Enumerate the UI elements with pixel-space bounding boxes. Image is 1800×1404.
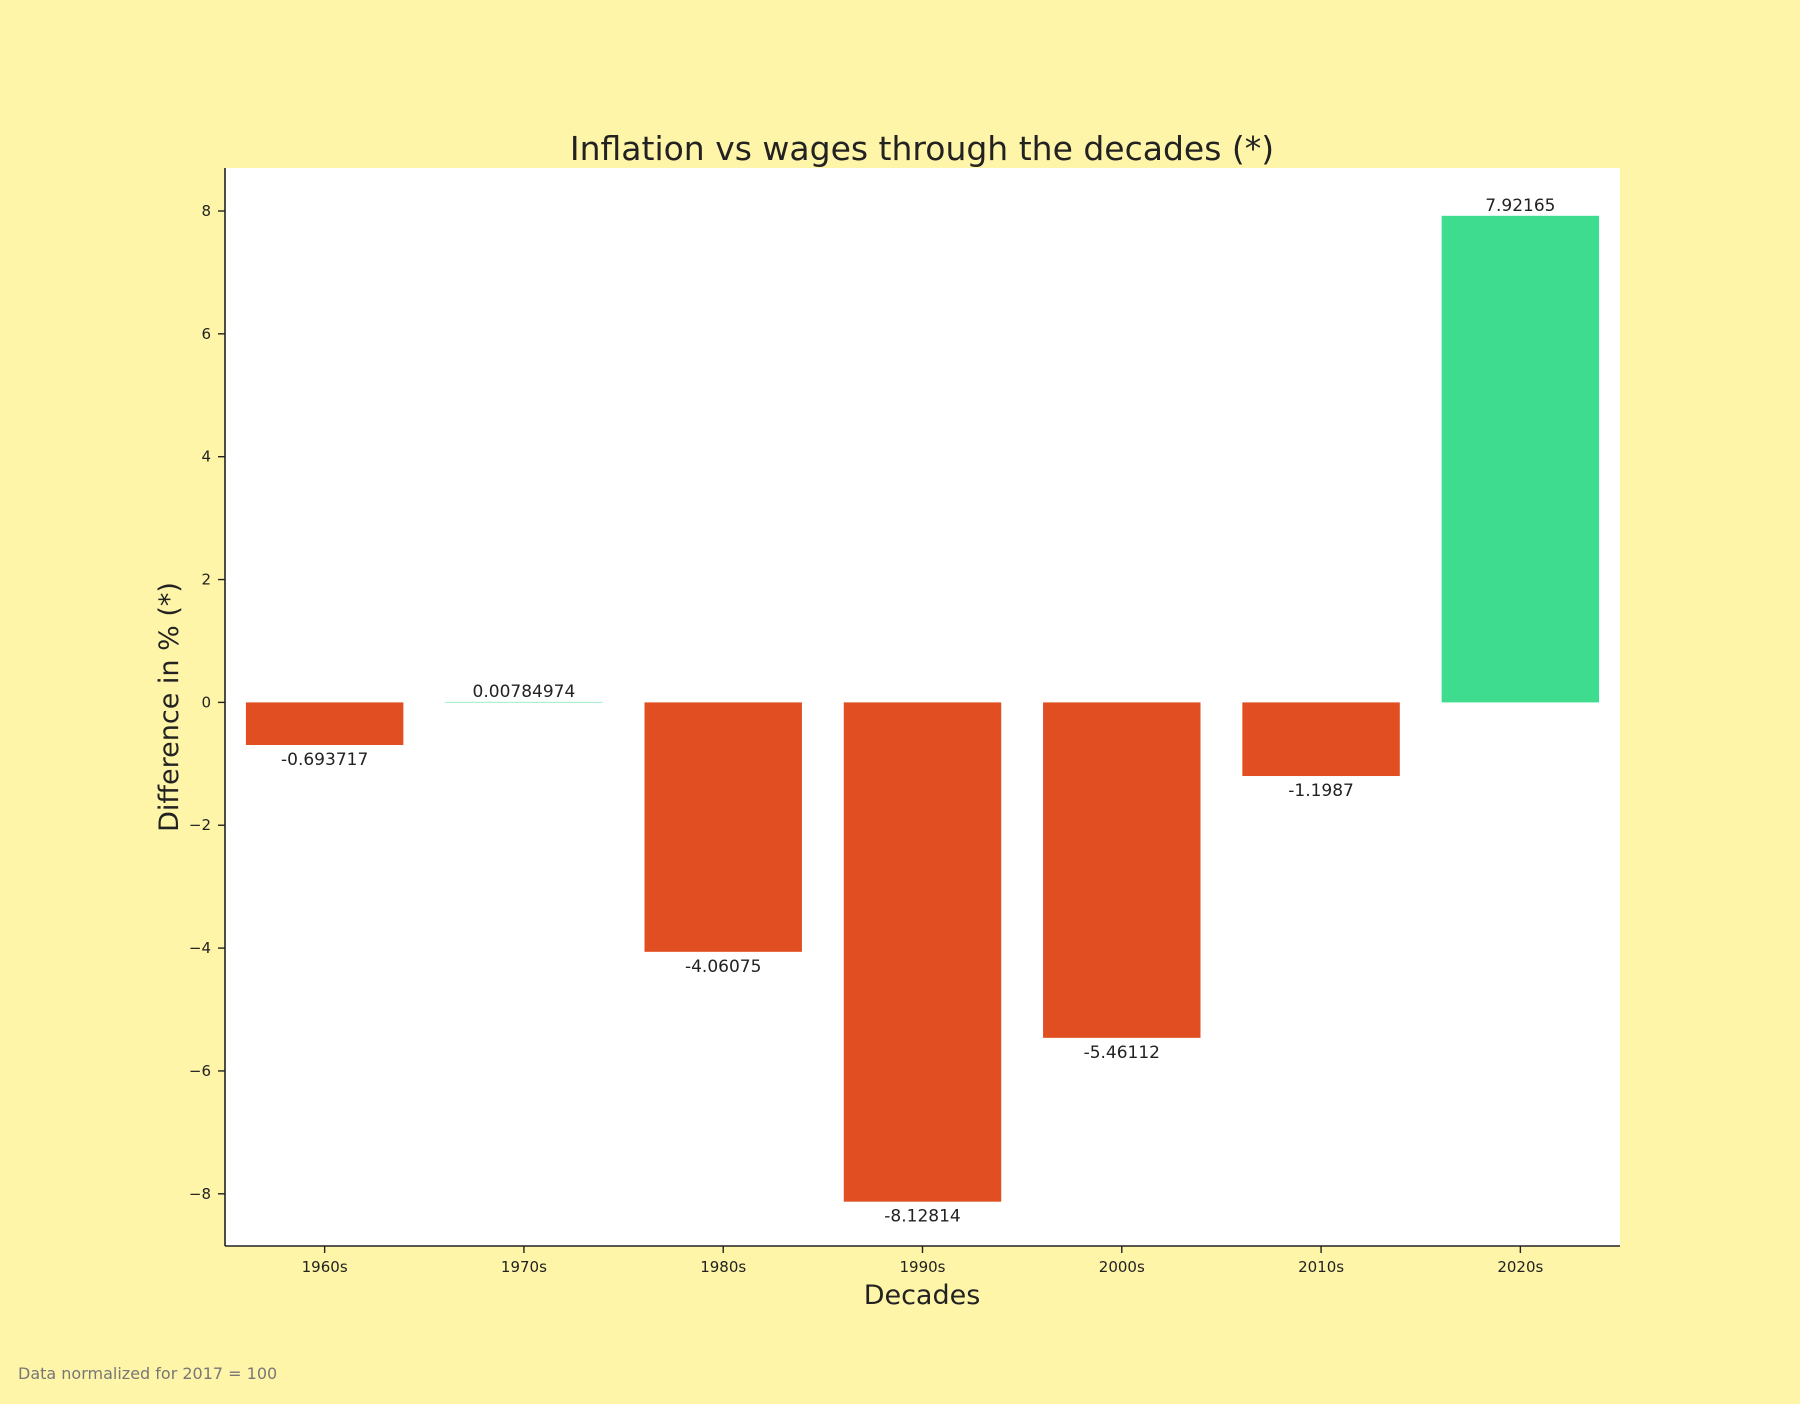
bar-2010s: [1242, 702, 1400, 777]
bar-2020s: [1441, 215, 1600, 703]
data-label-1990s: -8.12814: [884, 1207, 960, 1227]
bar-2000s: [1043, 702, 1201, 1038]
y-ticks-layer: −8 −6 −4 −2 0 2 4 6 8: [189, 202, 225, 1203]
x-tick-label-2000s: 2000s: [1099, 1258, 1145, 1276]
y-tick-label-4: 4: [201, 448, 211, 466]
data-label-2010s: -1.1987: [1288, 781, 1354, 801]
x-ticks-layer: 1960s 1970s 1980s 1990s 2000s 2010s 2020s: [302, 1246, 1544, 1276]
bar-1960s: [245, 702, 404, 746]
x-tick-label-1960s: 1960s: [302, 1258, 348, 1276]
y-tick-label--6: −6: [189, 1062, 211, 1080]
y-tick-label-8: 8: [201, 202, 211, 220]
data-labels-layer: -0.693717 0.00784974 -4.06075 -8.12814 -5.46…: [281, 196, 1555, 1227]
data-label-2000s: -5.46112: [1084, 1043, 1160, 1063]
data-label-1980s: -4.06075: [685, 957, 761, 977]
x-tick-label-2010s: 2010s: [1298, 1258, 1344, 1276]
bar-1970s: [445, 701, 603, 703]
y-tick-label-6: 6: [201, 325, 211, 343]
x-tick-label-1980s: 1980s: [700, 1258, 746, 1276]
data-label-1970s: 0.00784974: [473, 682, 576, 702]
data-label-2020s: 7.92165: [1485, 196, 1555, 216]
data-label-1960s: -0.693717: [281, 750, 368, 770]
x-tick-label-2020s: 2020s: [1497, 1258, 1543, 1276]
bar-1990s: [843, 702, 1002, 1202]
y-tick-label--8: −8: [189, 1185, 211, 1203]
chart-title: Inflation vs wages through the decades (…: [570, 129, 1274, 168]
y-tick-label--2: −2: [189, 816, 211, 834]
bars-layer: [245, 215, 1600, 1202]
bar-1980s: [644, 702, 802, 952]
y-tick-label-0: 0: [201, 693, 211, 711]
x-tick-label-1990s: 1990s: [900, 1258, 946, 1276]
y-tick-label-2: 2: [201, 571, 211, 589]
y-axis-label: Difference in % (*): [154, 582, 185, 832]
y-tick-label--4: −4: [189, 939, 211, 957]
footnote: Data normalized for 2017 = 100: [18, 1364, 278, 1383]
x-axis-label: Decades: [864, 1280, 981, 1311]
x-tick-label-1970s: 1970s: [501, 1258, 547, 1276]
